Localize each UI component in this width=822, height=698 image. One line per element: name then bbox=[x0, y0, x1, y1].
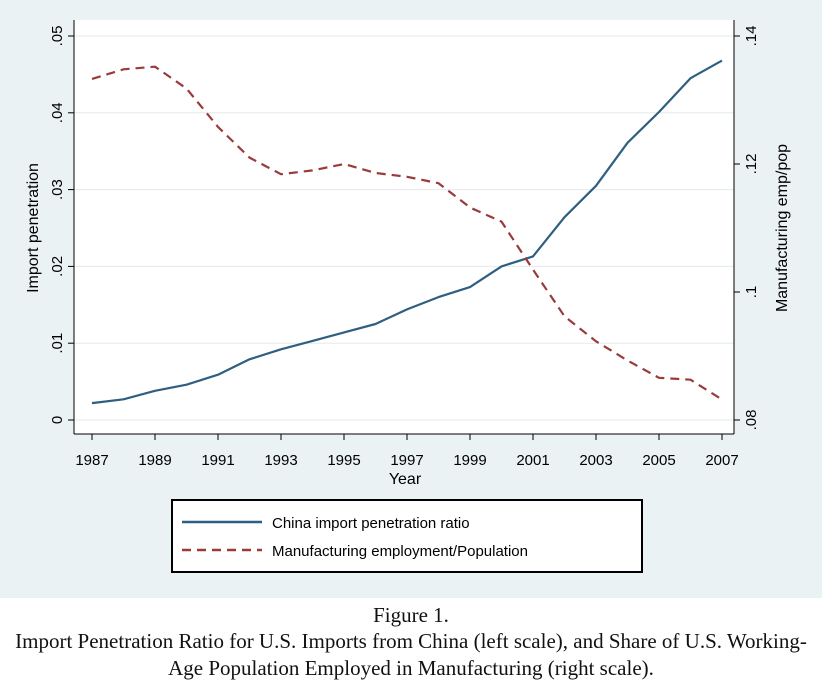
legend-label-manufacturing: Manufacturing employment/Population bbox=[272, 543, 528, 560]
y-left-tick-label: 0 bbox=[49, 416, 66, 424]
plot-area bbox=[74, 20, 734, 434]
axes bbox=[68, 20, 740, 440]
y-left-tick-label: .05 bbox=[49, 26, 66, 47]
x-tick-label: 1997 bbox=[390, 452, 423, 469]
x-tick-label: 1993 bbox=[264, 452, 297, 469]
y-right-tick-label: .1 bbox=[743, 286, 760, 299]
x-tick-label: 1995 bbox=[327, 452, 360, 469]
x-tick-label: 1987 bbox=[75, 452, 108, 469]
x-tick-label: 2001 bbox=[516, 452, 549, 469]
x-tick-label: 1999 bbox=[453, 452, 486, 469]
figure-caption: Figure 1. Import Penetration Ratio for U… bbox=[0, 598, 822, 698]
y-left-tick-label: .03 bbox=[49, 179, 66, 200]
line-chart: .05 .04 .03 .02 .01 0 .14 .12 .1 .08 1987 1989 1991 1… bbox=[25, 20, 791, 573]
x-tick-label: 1991 bbox=[201, 452, 234, 469]
legend-box bbox=[171, 499, 643, 573]
x-tick-label: 1989 bbox=[138, 452, 171, 469]
y-axis-right-title: Manufacturing emp/pop bbox=[774, 144, 791, 312]
legend-label-import: China import penetration ratio bbox=[272, 515, 470, 532]
chart-area: .05 .04 .03 .02 .01 0 .14 .12 .1 .08 1987 1989 1991 1… bbox=[0, 0, 822, 598]
series-line-manufacturing-share bbox=[91, 65, 723, 401]
y-right-tick-label: .12 bbox=[743, 154, 760, 175]
series-line-import-penetration bbox=[91, 59, 723, 405]
figure-number: Figure 1. bbox=[373, 603, 449, 627]
figure-title: Import Penetration Ratio for U.S. Import… bbox=[15, 629, 807, 680]
gridlines bbox=[74, 35, 734, 421]
x-tick-label: 2007 bbox=[705, 452, 738, 469]
y-right-tick-label: .08 bbox=[743, 410, 760, 431]
x-tick-label: 2003 bbox=[579, 452, 612, 469]
y-right-tick-label: .14 bbox=[743, 26, 760, 47]
y-left-tick-label: .01 bbox=[49, 333, 66, 354]
y-left-tick-label: .02 bbox=[49, 256, 66, 277]
y-left-tick-label: .04 bbox=[49, 102, 66, 123]
legend: China import penetration ratio Manufactu… bbox=[171, 499, 643, 573]
y-axis-left-title: Import penetration bbox=[25, 163, 42, 293]
series-lines bbox=[91, 59, 723, 405]
x-axis-title: Year bbox=[389, 471, 422, 488]
tick-labels: .05 .04 .03 .02 .01 0 .14 .12 .1 .08 1987 1989 1991 1… bbox=[49, 26, 760, 469]
x-tick-label: 2005 bbox=[642, 452, 675, 469]
